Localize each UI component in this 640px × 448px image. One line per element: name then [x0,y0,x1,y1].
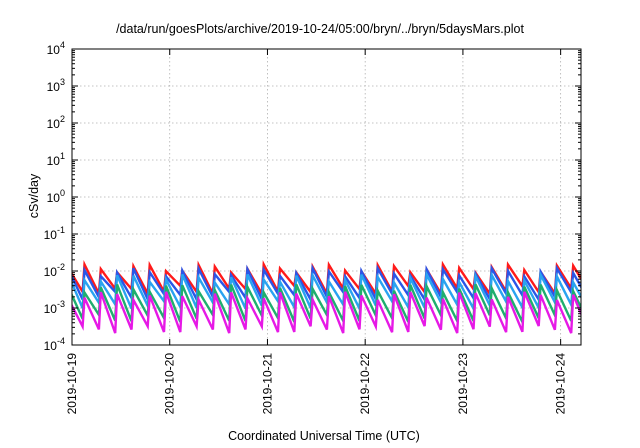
x-tick-label: 2019-10-24 [554,353,568,415]
y-tick-label: 102 [47,114,65,131]
x-tick-label: 2019-10-19 [65,353,79,415]
y-tick-label: 100 [47,188,65,205]
grid [72,49,581,345]
y-tick-label: 10-2 [44,262,65,279]
axis-ticks: 10-4 10-3 10-2 10-1 100 101 102 103 104 2019-10-1… [44,40,581,414]
y-tick-label: 101 [47,151,65,168]
x-tick-label: 2019-10-21 [260,353,274,415]
x-axis-label: Coordinated Universal Time (UTC) [228,429,420,443]
chart-title: /data/run/goesPlots/archive/2019-10-24/0… [116,22,524,36]
y-tick-label: 10-1 [44,225,65,242]
y-tick-label: 10-3 [44,299,65,316]
series-line [72,291,581,334]
x-tick-label: 2019-10-23 [456,353,470,415]
y-tick-label: 10-4 [44,336,65,353]
series-group [72,259,581,334]
y-tick-label: 104 [47,40,65,57]
y-tick-label: 103 [47,77,65,94]
x-tick-label: 2019-10-22 [358,353,372,415]
x-tick-label: 2019-10-20 [163,353,177,415]
